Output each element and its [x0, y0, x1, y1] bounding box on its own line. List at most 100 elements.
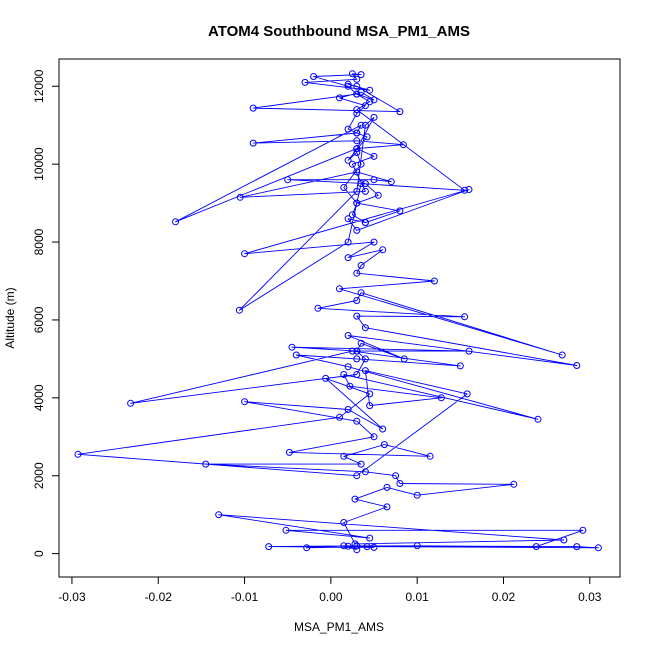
- data-point: [363, 133, 371, 141]
- data-point: [357, 289, 365, 297]
- data-point: [74, 450, 82, 458]
- y-tick-label: 8000: [32, 228, 46, 255]
- data-point: [379, 425, 387, 433]
- data-point: [357, 71, 365, 79]
- data-point: [344, 332, 352, 339]
- data-point: [361, 102, 369, 110]
- data-point: [353, 347, 361, 355]
- data-point: [353, 371, 361, 378]
- data-point: [241, 398, 249, 406]
- y-tick-label: 4000: [32, 384, 46, 411]
- data-point: [396, 108, 404, 116]
- data-point: [249, 139, 257, 147]
- data-point: [437, 394, 445, 402]
- y-tick-label: 0: [32, 550, 46, 557]
- data-point: [353, 137, 361, 145]
- x-tick-label: -0.01: [231, 590, 259, 604]
- data-point: [236, 193, 244, 201]
- data-point: [172, 218, 179, 226]
- x-tick-label: 0.02: [492, 590, 516, 604]
- data-point: [353, 82, 361, 90]
- data-point: [461, 186, 469, 194]
- y-axis-label: Altitude (m): [3, 287, 17, 348]
- data-point: [366, 402, 374, 410]
- data-point: [351, 540, 359, 548]
- data-point: [340, 452, 348, 460]
- data-point: [353, 187, 361, 195]
- y-tick-label: 12000: [32, 69, 46, 103]
- data-point: [361, 121, 369, 129]
- data-point: [288, 343, 296, 351]
- data-point: [215, 511, 223, 519]
- y-tick-label: 2000: [32, 462, 46, 489]
- data-point: [573, 543, 581, 551]
- data-point: [361, 180, 369, 188]
- data-point: [370, 543, 378, 551]
- chart-title: ATOM4 Southbound MSA_PM1_AMS: [208, 23, 470, 40]
- data-point: [301, 78, 309, 86]
- data-point: [361, 219, 369, 227]
- data-point: [353, 199, 361, 207]
- data-point: [344, 80, 352, 88]
- data-point: [383, 483, 391, 491]
- data-point: [366, 86, 374, 94]
- data-point: [366, 390, 374, 398]
- data-point: [322, 374, 330, 382]
- data-point: [534, 415, 542, 423]
- data-point: [353, 110, 361, 117]
- data-point: [127, 399, 135, 407]
- data-point: [399, 141, 407, 149]
- data-point: [353, 297, 361, 304]
- data-point: [370, 433, 378, 441]
- data-point: [461, 313, 469, 321]
- data-point: [370, 152, 378, 160]
- data-point: [202, 460, 210, 468]
- data-point: [344, 254, 352, 262]
- series-layer: [74, 70, 602, 554]
- data-point: [353, 75, 361, 83]
- data-point: [380, 441, 388, 449]
- data-point: [353, 129, 361, 137]
- data-point: [396, 480, 404, 487]
- data-point: [465, 186, 473, 193]
- data-point: [361, 468, 369, 476]
- data-point: [396, 207, 404, 215]
- data-point: [366, 534, 374, 542]
- data-point: [348, 211, 356, 219]
- data-point: [348, 160, 356, 168]
- data-point: [353, 145, 361, 153]
- x-tick-label: 0.03: [578, 590, 602, 604]
- data-point: [573, 362, 581, 369]
- data-point: [344, 363, 352, 371]
- data-point: [241, 250, 249, 258]
- data-point: [314, 304, 322, 312]
- x-tick-label: -0.02: [145, 590, 173, 604]
- x-tick-label: 0.01: [405, 590, 429, 604]
- data-point: [465, 347, 473, 355]
- x-tick-label: -0.03: [58, 590, 86, 604]
- data-point: [366, 98, 374, 106]
- data-point: [340, 184, 348, 191]
- data-point: [370, 96, 378, 104]
- data-point: [344, 238, 352, 246]
- data-point: [353, 226, 361, 234]
- data-point: [387, 178, 395, 186]
- data-point: [351, 495, 359, 503]
- data-point: [348, 70, 356, 78]
- data-point: [594, 544, 602, 552]
- series-line: [77, 73, 599, 551]
- data-point: [357, 261, 365, 269]
- data-point: [357, 460, 365, 468]
- data-point: [361, 355, 369, 363]
- data-point: [510, 480, 518, 488]
- data-point: [426, 452, 434, 460]
- data-point: [353, 90, 361, 98]
- x-axis-label: MSA_PM1_AMS: [294, 620, 384, 634]
- data-point: [344, 82, 352, 90]
- data-point: [463, 390, 471, 398]
- data-point: [310, 73, 318, 80]
- data-point: [265, 543, 273, 551]
- data-point: [374, 191, 382, 199]
- data-point: [340, 371, 348, 378]
